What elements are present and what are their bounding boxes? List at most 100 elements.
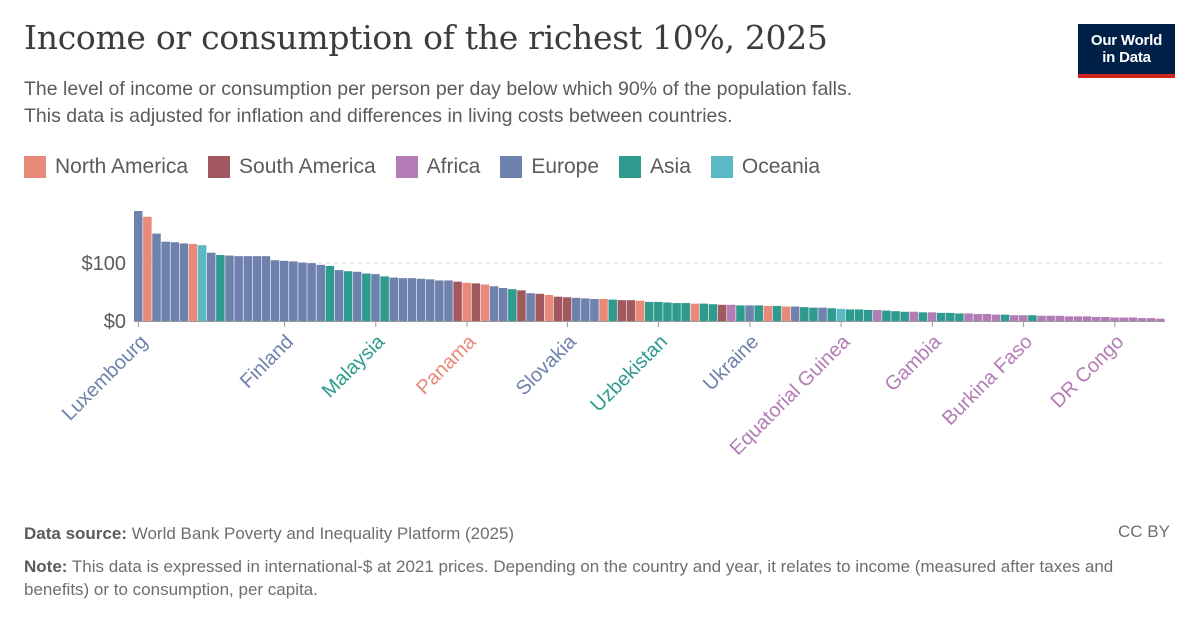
legend-label: North America bbox=[55, 155, 189, 178]
bar bbox=[727, 304, 736, 321]
bar bbox=[362, 273, 371, 321]
bar bbox=[845, 309, 855, 321]
bar bbox=[279, 260, 289, 321]
bar bbox=[444, 280, 453, 321]
bar bbox=[608, 299, 617, 321]
bar bbox=[143, 216, 152, 321]
bar bbox=[918, 312, 928, 321]
x-tick-label: Luxembourg bbox=[58, 331, 152, 425]
bar bbox=[462, 282, 471, 321]
bar bbox=[654, 301, 663, 321]
bar bbox=[352, 271, 362, 321]
bar bbox=[790, 306, 800, 321]
bar bbox=[1073, 316, 1083, 321]
bar bbox=[179, 243, 189, 321]
bar bbox=[134, 211, 143, 321]
bar bbox=[736, 305, 745, 321]
bar bbox=[617, 300, 627, 321]
bar bbox=[407, 278, 417, 321]
bar bbox=[1155, 318, 1165, 321]
x-tick-label: Slovakia bbox=[512, 330, 582, 400]
bar bbox=[1092, 316, 1101, 321]
bar bbox=[1146, 318, 1156, 321]
legend-item-south-america[interactable]: South America bbox=[208, 155, 376, 179]
bar bbox=[644, 301, 654, 321]
bar bbox=[261, 256, 271, 321]
bar bbox=[216, 255, 225, 321]
legend-swatch bbox=[500, 156, 523, 178]
x-tick-label: Gambia bbox=[881, 330, 947, 396]
x-tick-label: Panama bbox=[412, 330, 481, 399]
bar bbox=[818, 307, 827, 321]
logo-line-1: Our World bbox=[1090, 32, 1163, 49]
bar bbox=[909, 311, 919, 321]
legend-item-europe[interactable]: Europe bbox=[500, 155, 599, 179]
bar bbox=[590, 299, 599, 321]
bar bbox=[763, 305, 773, 321]
y-tick-label: $100 bbox=[82, 253, 127, 275]
bar bbox=[1046, 315, 1055, 321]
bar bbox=[873, 310, 882, 321]
bar bbox=[1055, 315, 1065, 321]
bar bbox=[270, 260, 280, 321]
license-link[interactable]: CC BY bbox=[1118, 522, 1170, 541]
chart-title: Income or consumption of the richest 10%… bbox=[24, 18, 828, 57]
bar bbox=[717, 304, 727, 321]
legend-swatch bbox=[619, 156, 642, 178]
legend-label: Oceania bbox=[741, 155, 821, 178]
legend: North America South America Africa Europe As… bbox=[24, 153, 840, 181]
bar bbox=[508, 289, 517, 321]
bar bbox=[425, 279, 435, 321]
bar bbox=[1064, 316, 1074, 321]
source-label: Data source: bbox=[24, 524, 127, 543]
legend-item-north-america[interactable]: North America bbox=[24, 155, 188, 179]
bar bbox=[599, 299, 608, 321]
bar bbox=[343, 271, 353, 321]
note-text: This data is expressed in international-… bbox=[24, 557, 1114, 599]
legend-label: South America bbox=[239, 155, 376, 178]
bar bbox=[161, 241, 170, 321]
legend-item-asia[interactable]: Asia bbox=[619, 155, 691, 179]
bar bbox=[544, 294, 554, 321]
logo-line-2: in Data bbox=[1102, 49, 1151, 66]
bar bbox=[535, 293, 544, 321]
note: Note: This data is expressed in internat… bbox=[24, 555, 1144, 601]
bar bbox=[681, 303, 690, 321]
bar bbox=[635, 300, 645, 321]
legend-item-africa[interactable]: Africa bbox=[395, 155, 480, 179]
bar bbox=[663, 302, 672, 321]
bar bbox=[626, 300, 636, 321]
data-source: Data source: World Bank Poverty and Ineq… bbox=[24, 522, 514, 545]
source-text[interactable]: World Bank Poverty and Inequality Platfo… bbox=[131, 524, 515, 543]
bar bbox=[170, 242, 180, 321]
bar bbox=[882, 310, 891, 321]
bar bbox=[1137, 318, 1147, 321]
bar bbox=[471, 283, 481, 321]
subtitle-line-2: This data is adjusted for inflation and … bbox=[24, 105, 733, 127]
bar bbox=[1019, 315, 1028, 321]
bar bbox=[234, 256, 243, 321]
bar bbox=[964, 313, 973, 321]
bar bbox=[435, 280, 444, 321]
bar bbox=[699, 303, 709, 321]
legend-swatch bbox=[395, 156, 418, 178]
bar bbox=[936, 312, 946, 321]
bar bbox=[863, 310, 873, 321]
bar bbox=[581, 298, 590, 321]
bar bbox=[225, 255, 234, 321]
legend-item-oceania[interactable]: Oceania bbox=[710, 155, 821, 179]
bar bbox=[991, 314, 1001, 321]
bar bbox=[307, 263, 316, 321]
bar bbox=[416, 278, 426, 321]
bar bbox=[1009, 315, 1019, 321]
bar bbox=[371, 274, 380, 321]
bar bbox=[252, 256, 262, 321]
bar bbox=[854, 309, 864, 321]
bar bbox=[891, 311, 900, 321]
bar bbox=[1110, 317, 1119, 321]
bar bbox=[553, 296, 563, 321]
note-label: Note: bbox=[24, 557, 68, 576]
bar-chart: $0 $100 Luxembourg Finland Malaysia Panama Slo… bbox=[58, 211, 1165, 460]
owid-logo[interactable]: Our World in Data bbox=[1078, 24, 1175, 78]
x-tick-label: DR Congo bbox=[1047, 331, 1129, 413]
